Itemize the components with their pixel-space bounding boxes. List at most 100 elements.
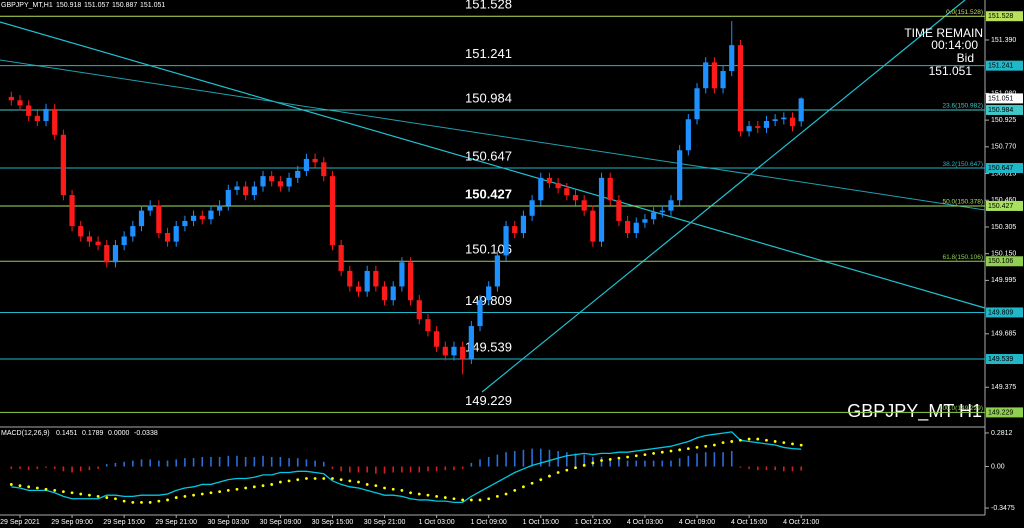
signal-dot	[331, 477, 334, 480]
macd-histogram-bar	[114, 462, 117, 467]
signal-dot	[140, 500, 143, 504]
macd-histogram-bar	[158, 460, 160, 467]
macd-histogram-bar	[618, 459, 620, 467]
signal-dot	[383, 486, 386, 490]
signal-dot	[617, 456, 621, 460]
macd-histogram-bar	[253, 456, 256, 467]
y-tick-label: -0.3475	[991, 505, 1015, 512]
macd-histogram-bar	[19, 466, 21, 469]
level-label: 151.528	[465, 0, 512, 12]
macd-histogram-bar	[210, 456, 212, 467]
candle-body	[286, 177, 292, 187]
macd-histogram-bar	[288, 458, 290, 467]
signal-dot	[313, 477, 317, 480]
signal-dot	[652, 451, 656, 455]
candle-body	[529, 200, 535, 216]
macd-histogram-bar	[670, 460, 672, 467]
macd-histogram-bar	[262, 455, 264, 467]
signal-dot	[548, 474, 551, 478]
macd-histogram-bar	[800, 466, 802, 471]
fib-label: 100.0(149.229)	[939, 405, 983, 412]
y-tick-label: 149.685	[991, 331, 1016, 338]
fib-label: 0.0(151.528)	[946, 9, 983, 16]
candle-body	[468, 326, 474, 359]
macd-histogram-bar	[722, 452, 724, 467]
candle-body	[251, 186, 257, 196]
y-tick-label: 0.00	[991, 463, 1005, 470]
candle-body	[477, 300, 483, 327]
price-box	[986, 93, 1023, 104]
level-box	[986, 60, 1023, 71]
level-box	[986, 200, 1023, 211]
signal-dot	[374, 484, 378, 488]
signal-dot	[478, 498, 482, 502]
signal-dot	[634, 454, 638, 458]
signal-dot	[409, 491, 412, 495]
x-tick-label: 29 Sep 21:00	[155, 519, 197, 526]
candle-body	[173, 226, 179, 242]
candle-body	[590, 210, 596, 242]
candle-body	[260, 176, 266, 187]
candle-body	[60, 134, 66, 196]
x-tick-label: 1 Oct 09:00	[471, 519, 507, 526]
signal-dot	[643, 453, 647, 456]
level-box-label: 150.984	[988, 107, 1013, 114]
signal-dot	[18, 484, 22, 488]
candle-body	[156, 205, 162, 234]
candle-body	[121, 236, 127, 246]
candle-body	[390, 286, 396, 301]
y-tick-label: 150.770	[991, 144, 1016, 151]
signal-dot	[35, 486, 39, 490]
macd-legend: MACD(12,26,9)	[1, 430, 50, 437]
level-label: 150.647	[465, 148, 512, 163]
candle-body	[581, 200, 587, 211]
signal-dot	[209, 491, 213, 495]
macd-histogram-bar	[583, 454, 585, 467]
signal-dot	[530, 481, 534, 485]
candle-body	[407, 262, 414, 301]
bid-price: 151.051	[929, 64, 973, 78]
signal-dot	[400, 489, 404, 492]
signal-dot	[426, 493, 430, 497]
x-tick-label: 29 Sep 15:00	[103, 519, 145, 526]
candle-body	[355, 286, 362, 292]
candle-body	[711, 62, 717, 89]
macd-histogram-bar	[661, 460, 664, 467]
candle-body	[572, 195, 579, 201]
signal-dot	[435, 494, 439, 498]
level-box	[986, 104, 1023, 115]
candle-body	[720, 71, 726, 89]
candle-body	[112, 245, 119, 263]
candle-body	[208, 210, 214, 220]
x-tick-label: 1 Oct 21:00	[575, 519, 611, 526]
signal-dot	[443, 496, 447, 499]
candle-body	[399, 262, 405, 287]
candle-body	[43, 108, 49, 121]
level-box-label: 150.647	[988, 165, 1013, 172]
candle-body	[182, 220, 188, 227]
candle-body	[607, 177, 613, 201]
macd-histogram-bar	[322, 461, 325, 467]
macd-histogram-bar	[574, 453, 577, 467]
macd-histogram-bar	[765, 466, 768, 471]
macd-histogram-bar	[184, 458, 186, 467]
y-tick-label: 150.150	[991, 251, 1016, 258]
candle-body	[442, 346, 448, 356]
macd-histogram-bar	[349, 466, 351, 473]
fib-label: 50.0(150.378)	[943, 199, 983, 206]
symbol-header: GBPJPY_MT,H1	[1, 2, 53, 9]
signal-dot	[287, 479, 291, 483]
signal-dot	[773, 440, 777, 443]
signal-dot	[686, 447, 690, 451]
y-tick-label: 0.2812	[991, 430, 1013, 437]
signal-dot	[747, 437, 751, 441]
candle-body	[685, 119, 691, 151]
macd-histogram-bar	[427, 466, 429, 472]
x-tick-label: 4 Oct 15:00	[731, 519, 767, 526]
macd-histogram-bar	[375, 466, 377, 474]
macd-histogram-bar	[566, 452, 568, 467]
level-box	[986, 11, 1023, 22]
header-value: 151.051	[140, 2, 165, 9]
candle-body	[746, 126, 752, 132]
x-tick-label: 30 Sep 15:00	[312, 519, 354, 526]
